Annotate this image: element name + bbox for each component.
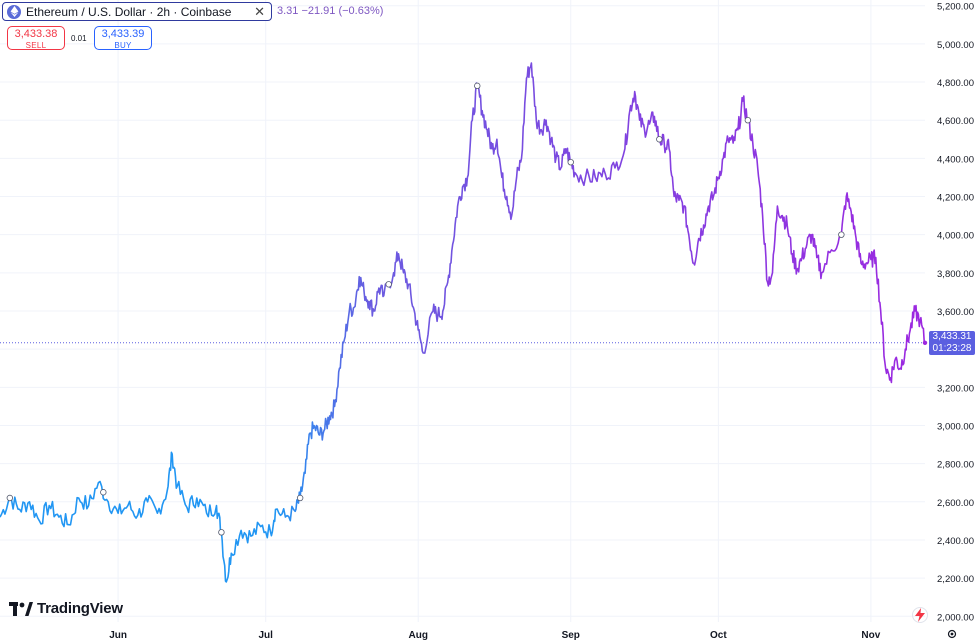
y-tick-label: 2,000.00 (937, 612, 974, 623)
event-marker[interactable] (100, 489, 107, 496)
tradingview-logo[interactable]: TradingView (9, 600, 123, 617)
event-marker[interactable] (656, 136, 663, 143)
event-marker[interactable] (567, 158, 574, 166)
price-axis[interactable]: 2,000.00 2,200.00 2,400.00 2,600.00 2,800.00… (937, 2, 974, 624)
sell-label: SELL (25, 41, 47, 50)
horizontal-gridlines (0, 5, 925, 617)
event-markers[interactable] (6, 82, 928, 536)
x-tick-label: Oct (710, 630, 727, 641)
y-tick-label: 3,800.00 (937, 269, 974, 280)
vertical-gridlines (117, 0, 872, 622)
event-marker[interactable] (6, 494, 14, 502)
buy-label: BUY (114, 41, 132, 50)
x-tick-label: Jul (258, 630, 273, 641)
sell-button[interactable]: 3,433.38 SELL (7, 26, 65, 50)
event-marker[interactable] (474, 82, 481, 90)
y-tick-label: 5,200.00 (937, 2, 974, 13)
last-point (922, 340, 928, 346)
time-axis[interactable]: Jun Jul Aug Sep Oct Nov (109, 630, 881, 641)
tradingview-logo-icon (9, 601, 33, 616)
sell-price: 3,433.38 (14, 28, 58, 40)
y-tick-label: 2,400.00 (937, 536, 974, 547)
last-price-value: 3,433.31 (932, 331, 972, 342)
price-line-series (0, 62, 926, 583)
event-marker[interactable] (838, 231, 845, 238)
y-tick-label: 2,200.00 (937, 574, 974, 585)
last-price-label: 3,433.31 01:23:28 (929, 331, 975, 355)
event-marker[interactable] (385, 281, 392, 288)
y-tick-label: 3,000.00 (937, 421, 974, 432)
symbol-title: Ethereum / U.S. Dollar · 2h · Coinbase (26, 4, 232, 19)
y-tick-label: 2,600.00 (937, 498, 974, 509)
event-marker[interactable] (218, 529, 225, 536)
y-tick-label: 3,200.00 (937, 383, 974, 394)
y-tick-label: 2,800.00 (937, 460, 974, 471)
spread-value: 0.01 (71, 34, 87, 43)
x-tick-label: Sep (562, 630, 580, 641)
event-marker[interactable] (296, 494, 304, 502)
event-marker[interactable] (744, 117, 752, 124)
x-tick-label: Aug (408, 630, 427, 641)
y-tick-label: 4,400.00 (937, 154, 974, 165)
lightning-icon[interactable] (911, 606, 929, 624)
y-tick-label: 4,800.00 (937, 78, 974, 89)
y-tick-label: 4,600.00 (937, 116, 974, 127)
bar-countdown: 01:23:28 (932, 343, 972, 354)
symbol-header[interactable]: Ethereum / U.S. Dollar · 2h · Coinbase ✕ (2, 2, 272, 21)
y-tick-label: 4,000.00 (937, 231, 974, 242)
buy-price: 3,433.39 (101, 28, 145, 40)
y-tick-label: 3,600.00 (937, 307, 974, 318)
gear-icon[interactable] (946, 628, 958, 640)
y-tick-label: 4,200.00 (937, 193, 974, 204)
ethereum-icon (7, 4, 21, 19)
x-tick-label: Jun (109, 630, 127, 641)
y-tick-label: 5,000.00 (937, 40, 974, 51)
price-change-readout: 3.31 −21.91 (−0.63%) (277, 5, 384, 17)
close-icon[interactable]: ✕ (254, 3, 265, 19)
buy-button[interactable]: 3,433.39 BUY (94, 26, 152, 50)
x-tick-label: Nov (861, 630, 880, 641)
tradingview-logo-text: TradingView (37, 600, 123, 617)
